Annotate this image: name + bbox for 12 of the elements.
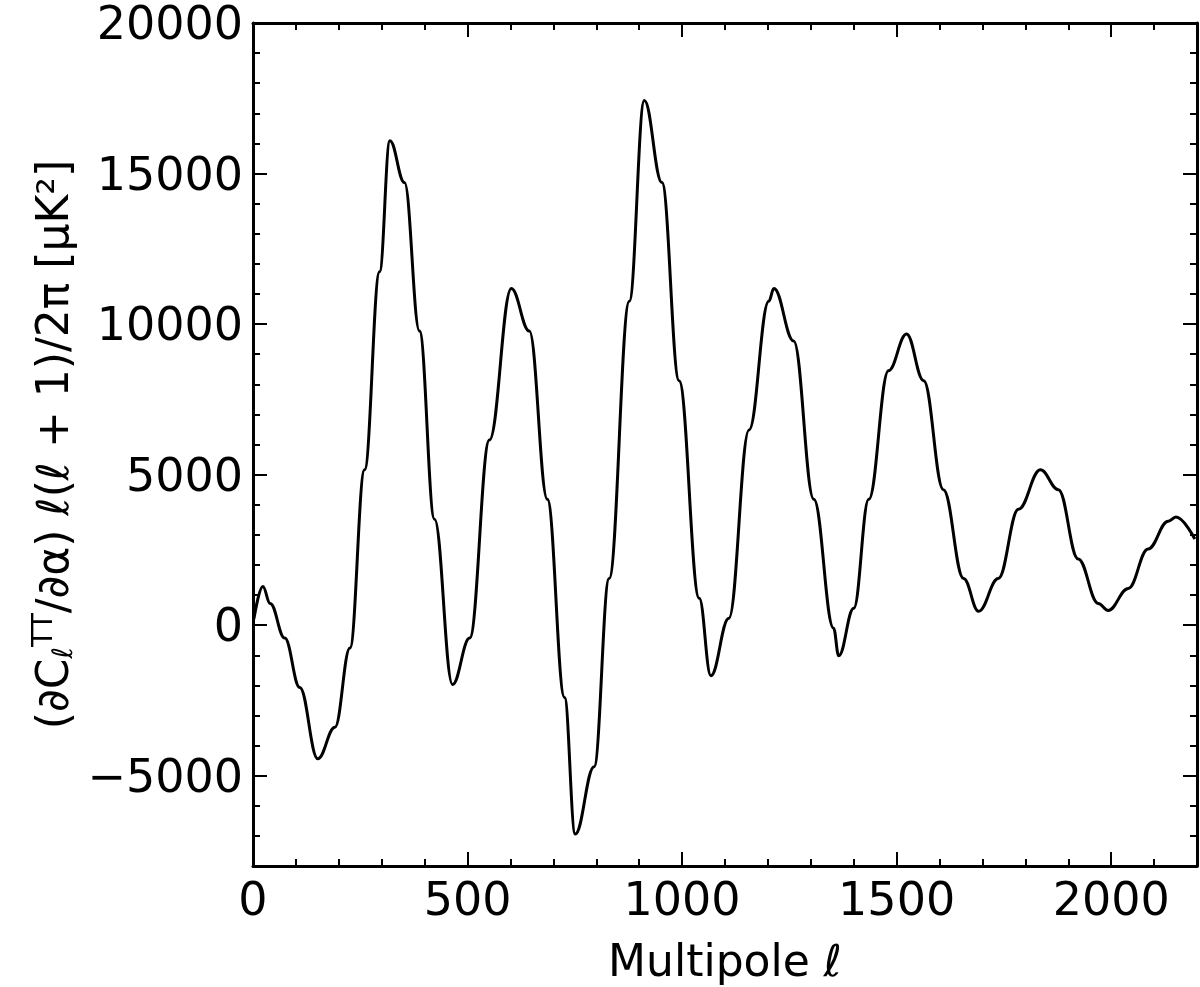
y-tick-label: 20000 [96, 0, 243, 50]
x-axis-title: Multipole ℓ [608, 934, 842, 986]
x-tick-label: 500 [423, 872, 512, 926]
y-tick-label: 10000 [96, 297, 243, 352]
y-tick-label: 5000 [125, 447, 243, 502]
y-tick-label: 15000 [96, 146, 243, 201]
y-tick-label: −5000 [87, 748, 243, 803]
x-tick-label: 1000 [623, 872, 741, 926]
x-tick-label: 2000 [1052, 872, 1170, 926]
x-tick-label: 1500 [838, 872, 956, 926]
y-axis-title: (∂CℓTT/∂α) ℓ(ℓ + 1)/2π [μK²] [25, 159, 79, 730]
y-tick-label: 0 [213, 598, 243, 653]
